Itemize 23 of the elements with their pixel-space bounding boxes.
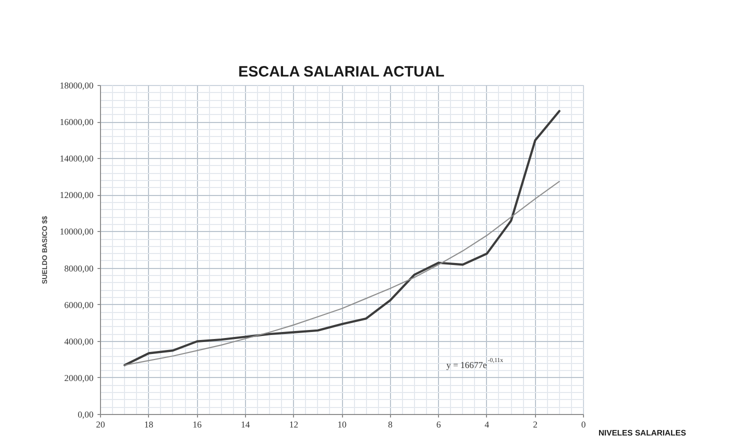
x-tick-label: 10 [338,420,347,430]
x-tick-label: 2 [532,420,538,430]
x-axis-title: NIVELES SALARIALES [598,428,687,438]
x-tick-label: 18 [144,420,154,430]
x-tick-label: 0 [581,420,586,430]
x-tick-label: 12 [289,420,298,430]
y-tick-label: 10000,00 [60,226,94,237]
y-tick-label: 16000,00 [60,117,94,128]
chart-title: ESCALA SALARIAL ACTUAL [238,64,444,80]
y-tick-label: 0,00 [78,410,94,420]
y-tick-label: 8000,00 [64,263,94,274]
x-tick-label: 4 [484,420,490,430]
x-tick-label: 20 [96,420,106,430]
y-tick-label: 2000,00 [64,372,94,383]
y-tick-label: 12000,00 [60,190,94,200]
y-tick-label: 18000,00 [60,80,94,90]
x-tick-label: 16 [192,420,202,430]
y-tick-label: 14000,00 [60,154,94,164]
x-tick-label: 14 [240,420,250,430]
y-tick-label: 4000,00 [64,336,94,346]
x-tick-label: 8 [388,420,394,430]
x-tick-label: 6 [436,420,442,430]
y-tick-label: 6000,00 [64,300,94,310]
